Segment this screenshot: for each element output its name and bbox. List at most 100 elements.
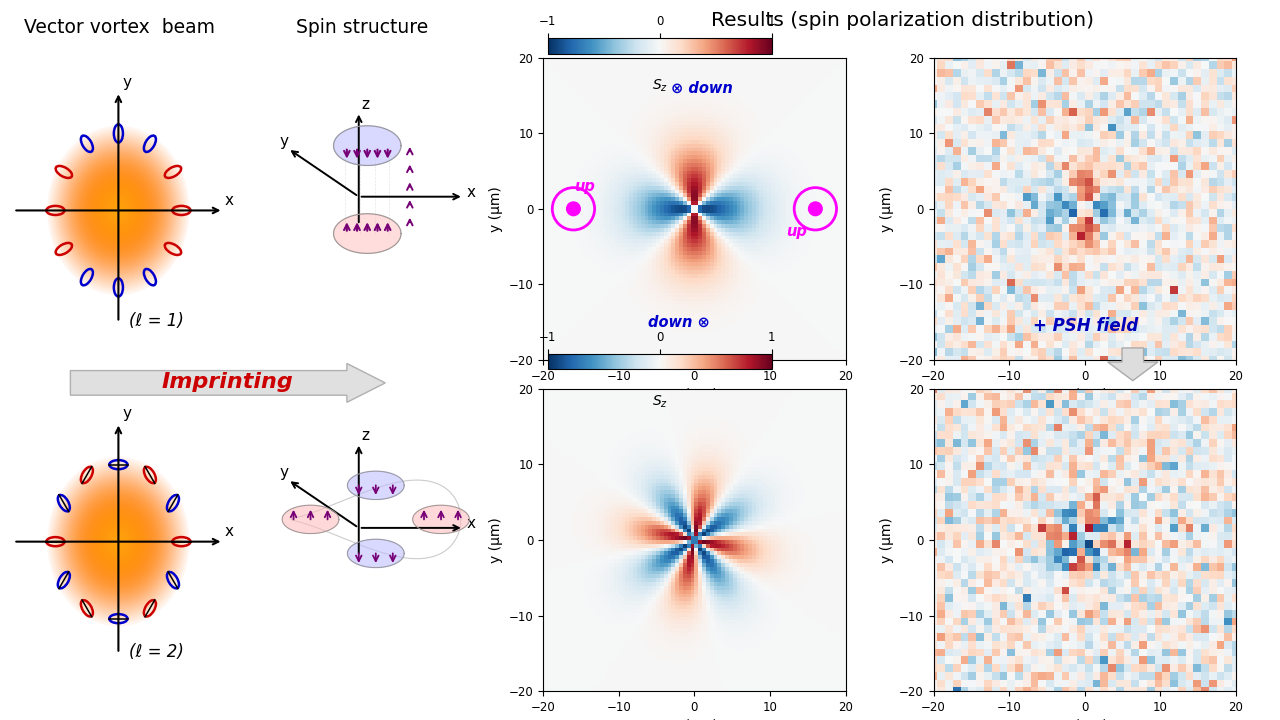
Text: (ℓ = 1): (ℓ = 1) [129, 312, 184, 330]
Ellipse shape [73, 487, 164, 596]
Ellipse shape [96, 184, 141, 238]
Polygon shape [334, 126, 401, 166]
Text: Results (spin polarization distribution): Results (spin polarization distribution) [710, 11, 1094, 30]
Ellipse shape [82, 166, 155, 254]
Ellipse shape [105, 526, 132, 558]
Text: z: z [362, 428, 370, 443]
Y-axis label: y (μm): y (μm) [489, 517, 503, 563]
Ellipse shape [86, 171, 151, 250]
Text: Spin structure: Spin structure [296, 18, 429, 37]
Polygon shape [412, 505, 470, 534]
X-axis label: x (μm): x (μm) [1062, 388, 1107, 402]
Ellipse shape [109, 199, 128, 222]
Ellipse shape [111, 534, 125, 549]
Ellipse shape [97, 517, 140, 567]
Ellipse shape [111, 203, 125, 218]
Text: down ⊗: down ⊗ [649, 315, 710, 330]
Ellipse shape [106, 528, 131, 556]
Ellipse shape [97, 186, 140, 235]
Ellipse shape [56, 468, 180, 615]
Ellipse shape [118, 209, 119, 212]
Ellipse shape [82, 498, 155, 585]
Ellipse shape [100, 519, 137, 564]
Ellipse shape [92, 510, 145, 572]
Ellipse shape [74, 158, 163, 263]
Ellipse shape [69, 483, 168, 600]
Ellipse shape [73, 156, 164, 265]
Text: Vector vortex  beam: Vector vortex beam [23, 18, 215, 37]
X-axis label: x (μm): x (μm) [672, 388, 717, 402]
Ellipse shape [96, 515, 141, 569]
Ellipse shape [91, 177, 146, 243]
Ellipse shape [87, 504, 150, 579]
Circle shape [809, 202, 822, 215]
Y-axis label: y (μm): y (μm) [489, 186, 503, 232]
Ellipse shape [79, 165, 157, 256]
Ellipse shape [83, 168, 154, 252]
Polygon shape [282, 505, 339, 534]
Ellipse shape [64, 477, 173, 607]
Ellipse shape [77, 492, 160, 592]
Ellipse shape [106, 197, 131, 225]
Text: Imprinting: Imprinting [163, 372, 293, 392]
Text: y: y [123, 75, 132, 90]
Ellipse shape [56, 137, 180, 284]
Polygon shape [347, 539, 404, 567]
Y-axis label: y (μm): y (μm) [879, 186, 893, 232]
Polygon shape [347, 471, 404, 500]
Ellipse shape [79, 496, 157, 588]
Text: up: up [786, 224, 806, 239]
Text: up: up [575, 179, 595, 194]
Ellipse shape [101, 521, 136, 562]
Ellipse shape [60, 141, 177, 280]
Ellipse shape [114, 536, 123, 547]
Ellipse shape [59, 139, 178, 282]
Text: $S_z$: $S_z$ [652, 78, 668, 94]
Text: (ℓ = 2): (ℓ = 2) [129, 643, 184, 661]
Ellipse shape [87, 173, 150, 248]
Ellipse shape [70, 485, 166, 598]
Text: ⊗ down: ⊗ down [671, 81, 733, 95]
Text: x: x [466, 185, 476, 199]
Text: y: y [279, 134, 288, 148]
Ellipse shape [100, 188, 137, 233]
Ellipse shape [63, 474, 174, 609]
Text: x: x [466, 516, 476, 531]
Text: z: z [362, 96, 370, 112]
Ellipse shape [95, 181, 142, 239]
Ellipse shape [88, 175, 148, 246]
Ellipse shape [64, 145, 173, 276]
Text: x: x [225, 524, 234, 539]
Ellipse shape [91, 508, 146, 575]
Ellipse shape [95, 513, 142, 570]
Ellipse shape [109, 530, 128, 554]
Ellipse shape [110, 201, 127, 220]
Ellipse shape [88, 506, 148, 577]
Ellipse shape [104, 192, 133, 229]
Ellipse shape [60, 472, 177, 611]
Ellipse shape [115, 539, 122, 545]
Ellipse shape [65, 479, 172, 605]
Ellipse shape [77, 161, 160, 261]
FancyArrow shape [70, 364, 385, 402]
Ellipse shape [74, 490, 163, 594]
Text: y: y [123, 406, 132, 421]
Ellipse shape [68, 481, 169, 603]
Ellipse shape [104, 523, 133, 560]
Ellipse shape [118, 540, 119, 543]
Ellipse shape [59, 470, 178, 613]
Ellipse shape [115, 207, 122, 214]
Ellipse shape [78, 494, 159, 590]
Y-axis label: y (μm): y (μm) [879, 517, 893, 563]
Ellipse shape [70, 154, 166, 267]
Text: y: y [279, 465, 288, 480]
Ellipse shape [68, 150, 169, 271]
Text: x: x [225, 193, 234, 207]
Ellipse shape [69, 152, 168, 269]
Ellipse shape [110, 532, 127, 552]
Ellipse shape [55, 466, 182, 617]
Ellipse shape [65, 148, 172, 274]
Polygon shape [334, 214, 401, 253]
Ellipse shape [78, 163, 159, 258]
Text: $S_z$: $S_z$ [652, 393, 668, 410]
